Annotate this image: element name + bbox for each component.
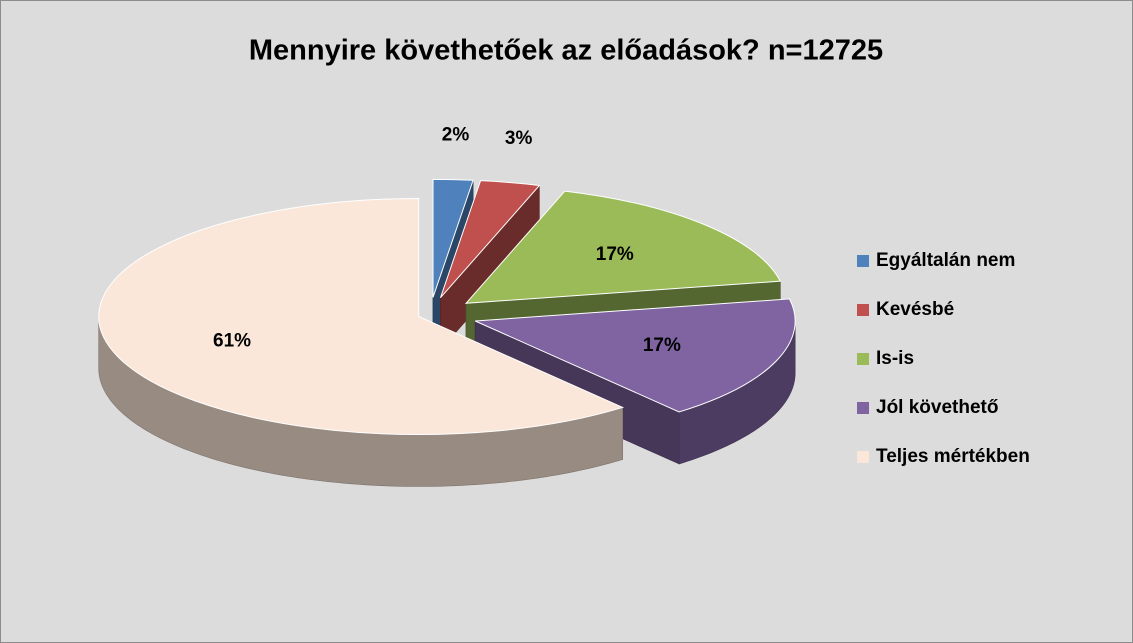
slice: [98, 197, 625, 487]
legend-label: Egyáltalán nem: [876, 250, 1015, 271]
slice: [439, 180, 541, 351]
legend-swatch: [857, 451, 869, 463]
slice-top: [464, 190, 782, 304]
data-label: 2%: [442, 124, 470, 145]
slice-top: [439, 180, 541, 299]
legend-label: Teljes mértékben: [876, 446, 1030, 467]
slice-top: [98, 197, 625, 435]
chart-title: Mennyire követhetőek az előadások? n=127…: [249, 35, 883, 67]
data-label: 3%: [505, 128, 533, 149]
legend-label: Is-is: [876, 348, 914, 369]
data-label: 17%: [643, 335, 681, 356]
legend-label: Jól követhető: [876, 397, 998, 418]
legend-swatch: [857, 353, 869, 365]
legend-swatch: [857, 402, 869, 414]
legend-swatch: [857, 304, 869, 316]
legend-swatch: [857, 255, 869, 267]
data-label: 17%: [596, 244, 634, 265]
legend-label: Kevésbé: [876, 299, 954, 320]
slice-top: [432, 178, 474, 298]
data-label: 61%: [213, 330, 251, 351]
slice-top: [474, 298, 796, 413]
